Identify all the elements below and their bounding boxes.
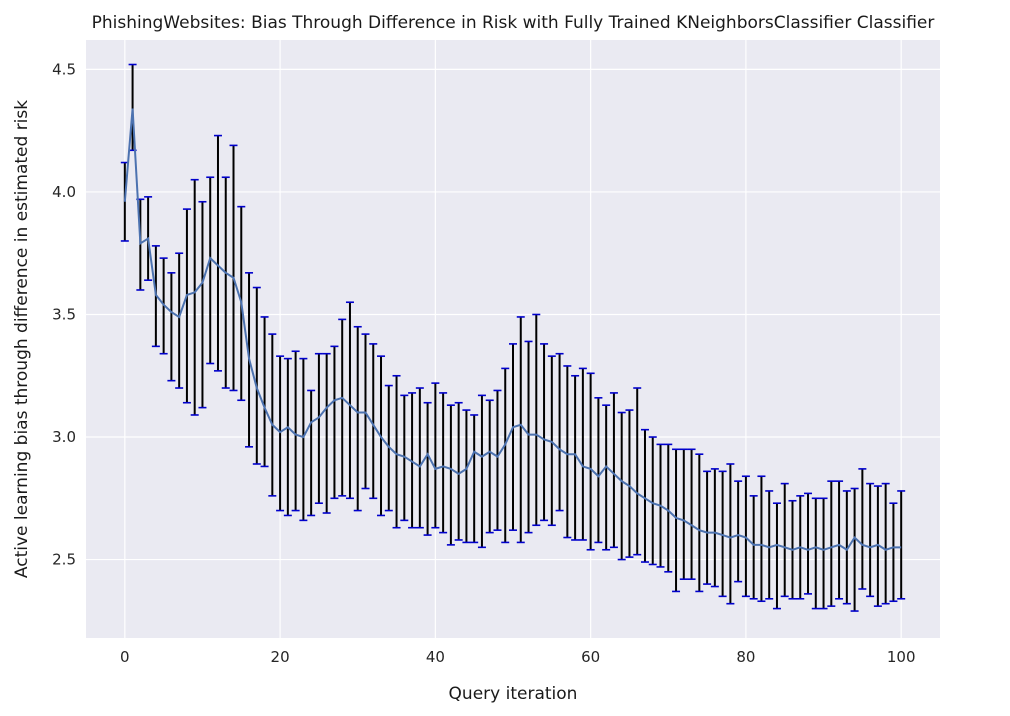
y-tick-label: 4.0 [52,183,76,201]
y-tick-label: 3.5 [52,305,76,323]
y-axis-ticks: 2.5 3.0 3.5 4.0 4.5 [52,60,76,568]
x-tick-label: 40 [426,648,445,666]
y-tick-label: 4.5 [52,60,76,78]
y-axis-label: Active learning bias through difference … [12,100,32,578]
y-tick-label: 3.0 [52,428,76,446]
x-axis-label: Query iteration [449,684,578,704]
x-tick-label: 80 [736,648,755,666]
x-tick-label: 20 [271,648,290,666]
plot-area [86,40,940,638]
series-line [123,108,902,552]
x-tick-label: 60 [581,648,600,666]
x-tick-label: 0 [120,648,130,666]
x-axis-ticks: 0 20 40 60 80 100 [120,648,915,666]
gridlines [86,40,940,638]
chart-title: PhishingWebsites: Bias Through Differenc… [92,13,935,33]
y-tick-label: 2.5 [52,551,76,569]
x-tick-label: 100 [887,648,916,666]
